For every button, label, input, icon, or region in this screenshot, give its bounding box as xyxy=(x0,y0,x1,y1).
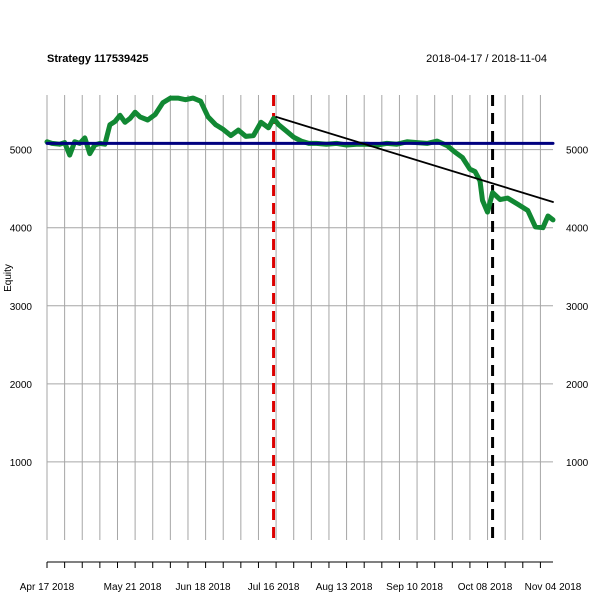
equity-series-line xyxy=(44,95,556,231)
x-tick-label: Jun 18 2018 xyxy=(176,582,231,593)
trend-series-line xyxy=(275,116,554,203)
series-lines xyxy=(44,95,556,231)
x-tick-label: Sep 10 2018 xyxy=(386,582,443,593)
x-axis: Apr 17 2018 May 21 2018 Jun 18 2018 Jul 16 … xyxy=(20,561,582,593)
y-axis-left: 1000 2000 3000 4000 5000 xyxy=(10,146,33,469)
y-axis-label: Equity xyxy=(3,264,14,292)
y-tick-label-right: 4000 xyxy=(566,224,589,235)
y-tick-label-left: 2000 xyxy=(10,380,33,391)
y-tick-label-left: 4000 xyxy=(10,224,33,235)
y-tick-label-right: 1000 xyxy=(566,458,589,469)
y-tick-label-right: 5000 xyxy=(566,146,589,157)
x-tick-label: Nov 04 2018 xyxy=(525,582,582,593)
y-tick-label-left: 5000 xyxy=(10,146,33,157)
y-tick-label-left: 3000 xyxy=(10,302,33,313)
y-axis-right: 1000 2000 3000 4000 5000 xyxy=(566,146,589,469)
chart-title: Strategy 117539425 xyxy=(47,53,149,65)
x-tick-label: Oct 08 2018 xyxy=(458,582,513,593)
x-tick-label: Jul 16 2018 xyxy=(248,582,300,593)
marker-lines xyxy=(272,95,495,540)
x-tick-label: Aug 13 2018 xyxy=(316,582,373,593)
date-range-label: 2018-04-17 / 2018-11-04 xyxy=(426,53,547,65)
grid xyxy=(46,95,553,540)
y-tick-label-right: 3000 xyxy=(566,302,589,313)
y-tick-label-right: 2000 xyxy=(566,380,589,391)
x-tick-label: Apr 17 2018 xyxy=(20,582,75,593)
x-tick-label: May 21 2018 xyxy=(104,582,162,593)
y-tick-label-left: 1000 xyxy=(10,458,33,469)
